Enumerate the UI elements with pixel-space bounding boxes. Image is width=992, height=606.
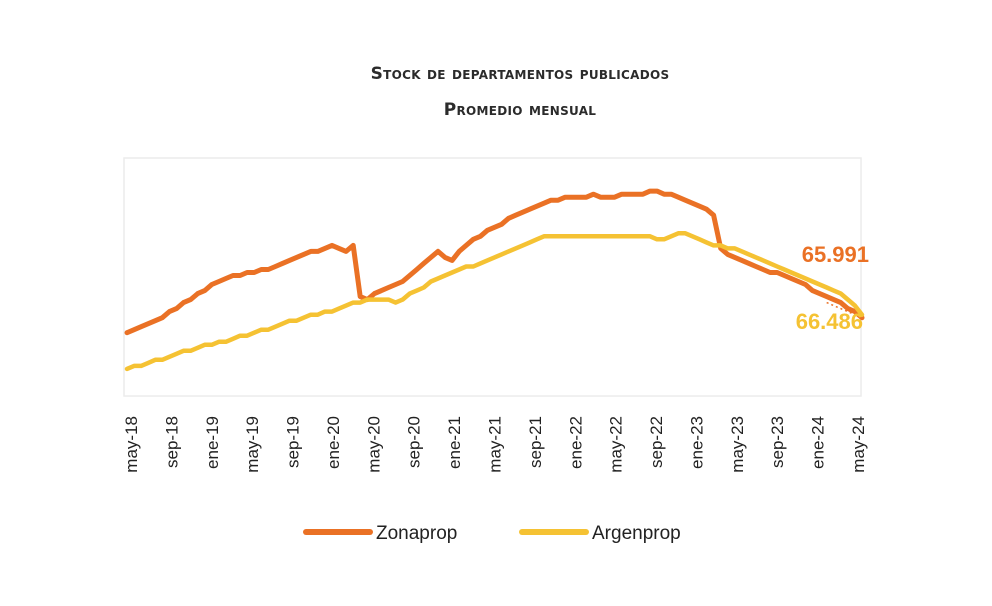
legend: Zonaprop Argenprop [303,523,681,544]
x-tick-label: sep-19 [284,416,303,468]
x-tick-label: sep-20 [405,416,424,468]
series-line-zonaprop [124,188,865,336]
chart-subtitle: Promedio mensual [443,100,597,120]
x-tick-label: may-23 [728,416,747,473]
argenprop-end-label: 66.486 [796,309,863,334]
legend-label-argenprop: Argenprop [592,523,681,544]
x-axis-tick-labels: may-18 sep-18 ene-19 may-19 sep-19 ene-20 may-… [122,416,868,473]
chart-title: Stock de departamentos publicados [370,64,670,84]
x-tick-label: ene-22 [566,416,585,469]
plot-area [123,157,862,397]
x-tick-label: may-18 [122,416,141,473]
x-tick-label: ene-19 [203,416,222,469]
series-lines [124,188,865,372]
x-tick-label: sep-18 [162,416,181,468]
x-tick-label: ene-23 [687,416,706,469]
x-tick-label: may-21 [486,416,505,473]
x-tick-label: sep-21 [526,416,545,468]
x-tick-label: may-19 [243,416,262,473]
x-tick-label: ene-20 [324,416,343,469]
series-line-argenprop [124,231,865,372]
x-tick-label: sep-22 [647,416,666,468]
x-tick-label: sep-23 [768,416,787,468]
zonaprop-trend-line [826,301,863,319]
x-tick-label: may-20 [364,416,383,473]
legend-label-zonaprop: Zonaprop [376,523,457,544]
x-tick-label: ene-24 [809,416,828,469]
x-tick-label: ene-21 [445,416,464,469]
x-tick-label: may-24 [849,416,868,473]
x-tick-label: may-22 [607,416,626,473]
zonaprop-end-label: 65.991 [802,242,869,267]
